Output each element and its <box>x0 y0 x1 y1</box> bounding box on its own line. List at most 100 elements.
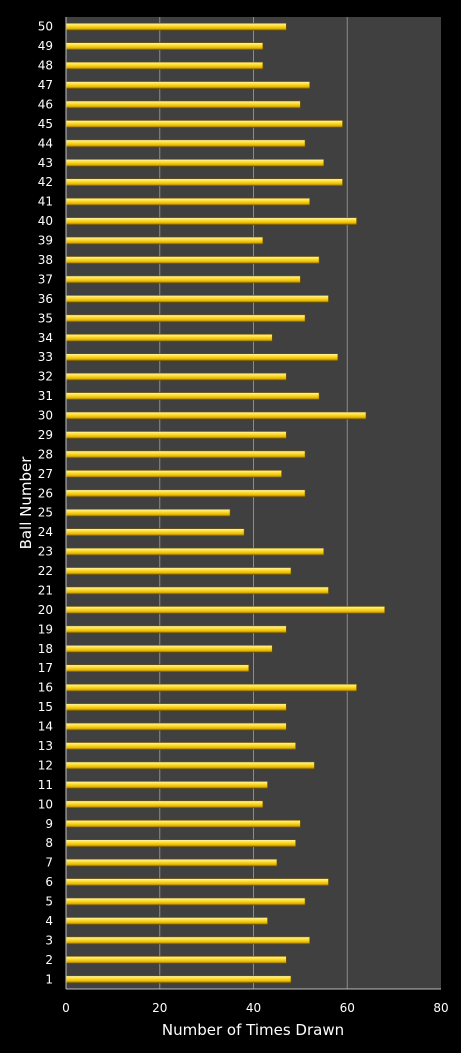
y-tick-label: 35 <box>38 311 53 325</box>
y-tick-label: 46 <box>38 97 53 111</box>
x-tick-labels: 0 20 40 60 80 <box>62 1001 448 1015</box>
y-tick-label: 17 <box>38 661 53 675</box>
y-tick-label: 37 <box>38 272 53 286</box>
bar-ball-46 <box>65 100 301 109</box>
y-tick-label: 5 <box>45 895 53 909</box>
y-tick-label: 26 <box>38 486 53 500</box>
y-tick-label: 10 <box>38 797 53 811</box>
bar-ball-2 <box>65 956 287 964</box>
bar-ball-44 <box>65 139 306 148</box>
y-tick-label: 19 <box>38 622 53 636</box>
bar-ball-29 <box>65 431 287 439</box>
bar-ball-4 <box>65 917 268 925</box>
y-tick-label: 47 <box>38 78 53 92</box>
y-tick-label: 45 <box>38 117 53 131</box>
x-tick-label: 0 <box>62 1001 70 1015</box>
bar-ball-22 <box>65 567 292 575</box>
bar-ball-23 <box>65 547 325 556</box>
bar-ball-27 <box>65 470 282 478</box>
y-tick-label: 28 <box>38 447 53 461</box>
bar-ball-13 <box>65 742 296 750</box>
y-tick-label: 9 <box>45 817 53 831</box>
y-tick-label: 18 <box>38 642 53 656</box>
y-tick-label: 32 <box>38 370 53 384</box>
y-tick-label: 48 <box>38 59 53 73</box>
bar-ball-11 <box>65 781 268 789</box>
bar-ball-38 <box>65 256 320 264</box>
bar-ball-5 <box>65 897 306 906</box>
bar-ball-14 <box>65 722 287 731</box>
bar-ball-18 <box>65 644 273 653</box>
bar-ball-48 <box>65 61 264 70</box>
y-tick-label: 25 <box>38 506 53 520</box>
y-tick-label: 50 <box>38 20 53 34</box>
y-tick-label: 34 <box>38 331 53 345</box>
y-tick-label: 44 <box>38 136 53 150</box>
bar-ball-35 <box>65 314 306 323</box>
bar-ball-8 <box>65 839 296 848</box>
bar-ball-25 <box>65 508 231 517</box>
y-tick-label: 7 <box>45 856 53 870</box>
bar-ball-43 <box>65 159 325 167</box>
bar-ball-36 <box>65 295 329 303</box>
x-tick-label: 20 <box>152 1001 167 1015</box>
x-tick-label: 80 <box>433 1001 448 1015</box>
y-tick-label: 11 <box>38 778 53 792</box>
bar-ball-16 <box>65 683 357 692</box>
bar-ball-6 <box>65 878 329 886</box>
bar-ball-37 <box>65 275 301 284</box>
bar-ball-39 <box>65 236 264 245</box>
bar-ball-24 <box>65 528 245 536</box>
bar-ball-19 <box>65 625 287 634</box>
y-tick-label: 29 <box>38 428 53 442</box>
x-tick-label: 60 <box>340 1001 355 1015</box>
y-tick-label: 3 <box>45 933 53 947</box>
y-tick-label: 41 <box>38 195 53 209</box>
y-tick-label: 6 <box>45 875 53 889</box>
y-tick-label: 8 <box>45 836 53 850</box>
bar-ball-7 <box>65 858 278 867</box>
bar-ball-47 <box>65 81 311 89</box>
x-tick-label: 40 <box>246 1001 261 1015</box>
y-tick-label: 4 <box>45 914 53 928</box>
x-axis-title: Number of Times Drawn <box>162 1021 344 1039</box>
y-tick-label: 21 <box>38 583 53 597</box>
y-tick-labels: 1234567891011121314151617181920212223242… <box>38 20 53 987</box>
y-tick-label: 15 <box>38 700 53 714</box>
bar-ball-28 <box>65 450 306 459</box>
y-tick-label: 27 <box>38 467 53 481</box>
y-tick-label: 33 <box>38 350 53 364</box>
bar-ball-50 <box>65 22 287 31</box>
y-tick-label: 13 <box>38 739 53 753</box>
y-tick-label: 12 <box>38 758 53 772</box>
y-tick-label: 31 <box>38 389 53 403</box>
bar-ball-15 <box>65 703 287 711</box>
bar-ball-42 <box>65 178 343 187</box>
bar-ball-34 <box>65 333 273 342</box>
y-tick-label: 39 <box>38 234 53 248</box>
bar-ball-20 <box>65 606 386 614</box>
y-tick-label: 23 <box>38 545 53 559</box>
bar-ball-12 <box>65 761 315 770</box>
bar-ball-1 <box>65 975 292 984</box>
bar-ball-49 <box>65 42 264 50</box>
bar-ball-32 <box>65 372 287 381</box>
y-tick-label: 43 <box>38 156 53 170</box>
y-tick-label: 22 <box>38 564 53 578</box>
bars <box>65 22 386 984</box>
bar-ball-21 <box>65 586 329 595</box>
bar-ball-17 <box>65 664 250 673</box>
y-tick-label: 16 <box>38 681 53 695</box>
bar-ball-30 <box>65 411 367 420</box>
y-tick-label: 36 <box>38 292 53 306</box>
bar-ball-33 <box>65 353 339 362</box>
bar-ball-10 <box>65 800 264 809</box>
bar-ball-41 <box>65 197 311 206</box>
y-tick-label: 38 <box>38 253 53 267</box>
y-tick-label: 42 <box>38 175 53 189</box>
y-tick-label: 40 <box>38 214 53 228</box>
y-tick-label: 1 <box>45 972 53 986</box>
y-axis-title: Ball Number <box>17 456 35 550</box>
y-tick-label: 14 <box>38 720 53 734</box>
